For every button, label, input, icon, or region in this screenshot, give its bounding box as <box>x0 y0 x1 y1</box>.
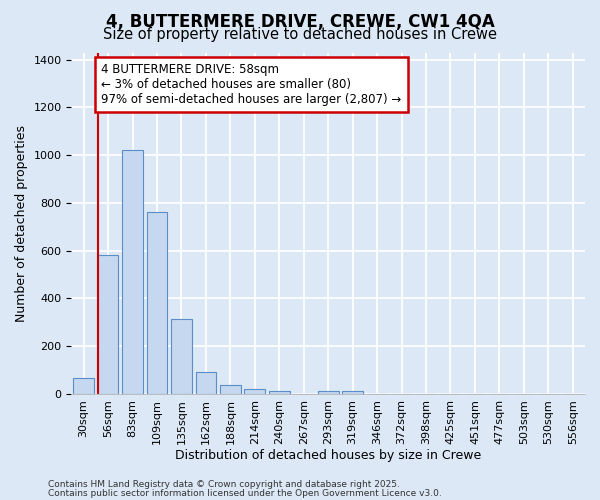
Text: Contains public sector information licensed under the Open Government Licence v3: Contains public sector information licen… <box>48 488 442 498</box>
Bar <box>146 212 167 394</box>
Bar <box>318 391 338 394</box>
Bar <box>244 388 265 394</box>
Bar <box>122 150 143 394</box>
Title: 4, BUTTERMERE DRIVE, CREWE, CW1 4QA
Size of property relative to detached houses: 4, BUTTERMERE DRIVE, CREWE, CW1 4QA Size… <box>0 499 1 500</box>
Bar <box>98 256 118 394</box>
Bar <box>171 318 192 394</box>
Text: Contains HM Land Registry data © Crown copyright and database right 2025.: Contains HM Land Registry data © Crown c… <box>48 480 400 489</box>
Bar <box>196 372 217 394</box>
X-axis label: Distribution of detached houses by size in Crewe: Distribution of detached houses by size … <box>175 450 481 462</box>
Bar <box>220 385 241 394</box>
Text: Size of property relative to detached houses in Crewe: Size of property relative to detached ho… <box>103 28 497 42</box>
Bar <box>269 391 290 394</box>
Text: 4 BUTTERMERE DRIVE: 58sqm
← 3% of detached houses are smaller (80)
97% of semi-d: 4 BUTTERMERE DRIVE: 58sqm ← 3% of detach… <box>101 63 401 106</box>
Bar <box>342 391 363 394</box>
Y-axis label: Number of detached properties: Number of detached properties <box>15 124 28 322</box>
Text: 4, BUTTERMERE DRIVE, CREWE, CW1 4QA: 4, BUTTERMERE DRIVE, CREWE, CW1 4QA <box>106 12 494 30</box>
Bar <box>73 378 94 394</box>
